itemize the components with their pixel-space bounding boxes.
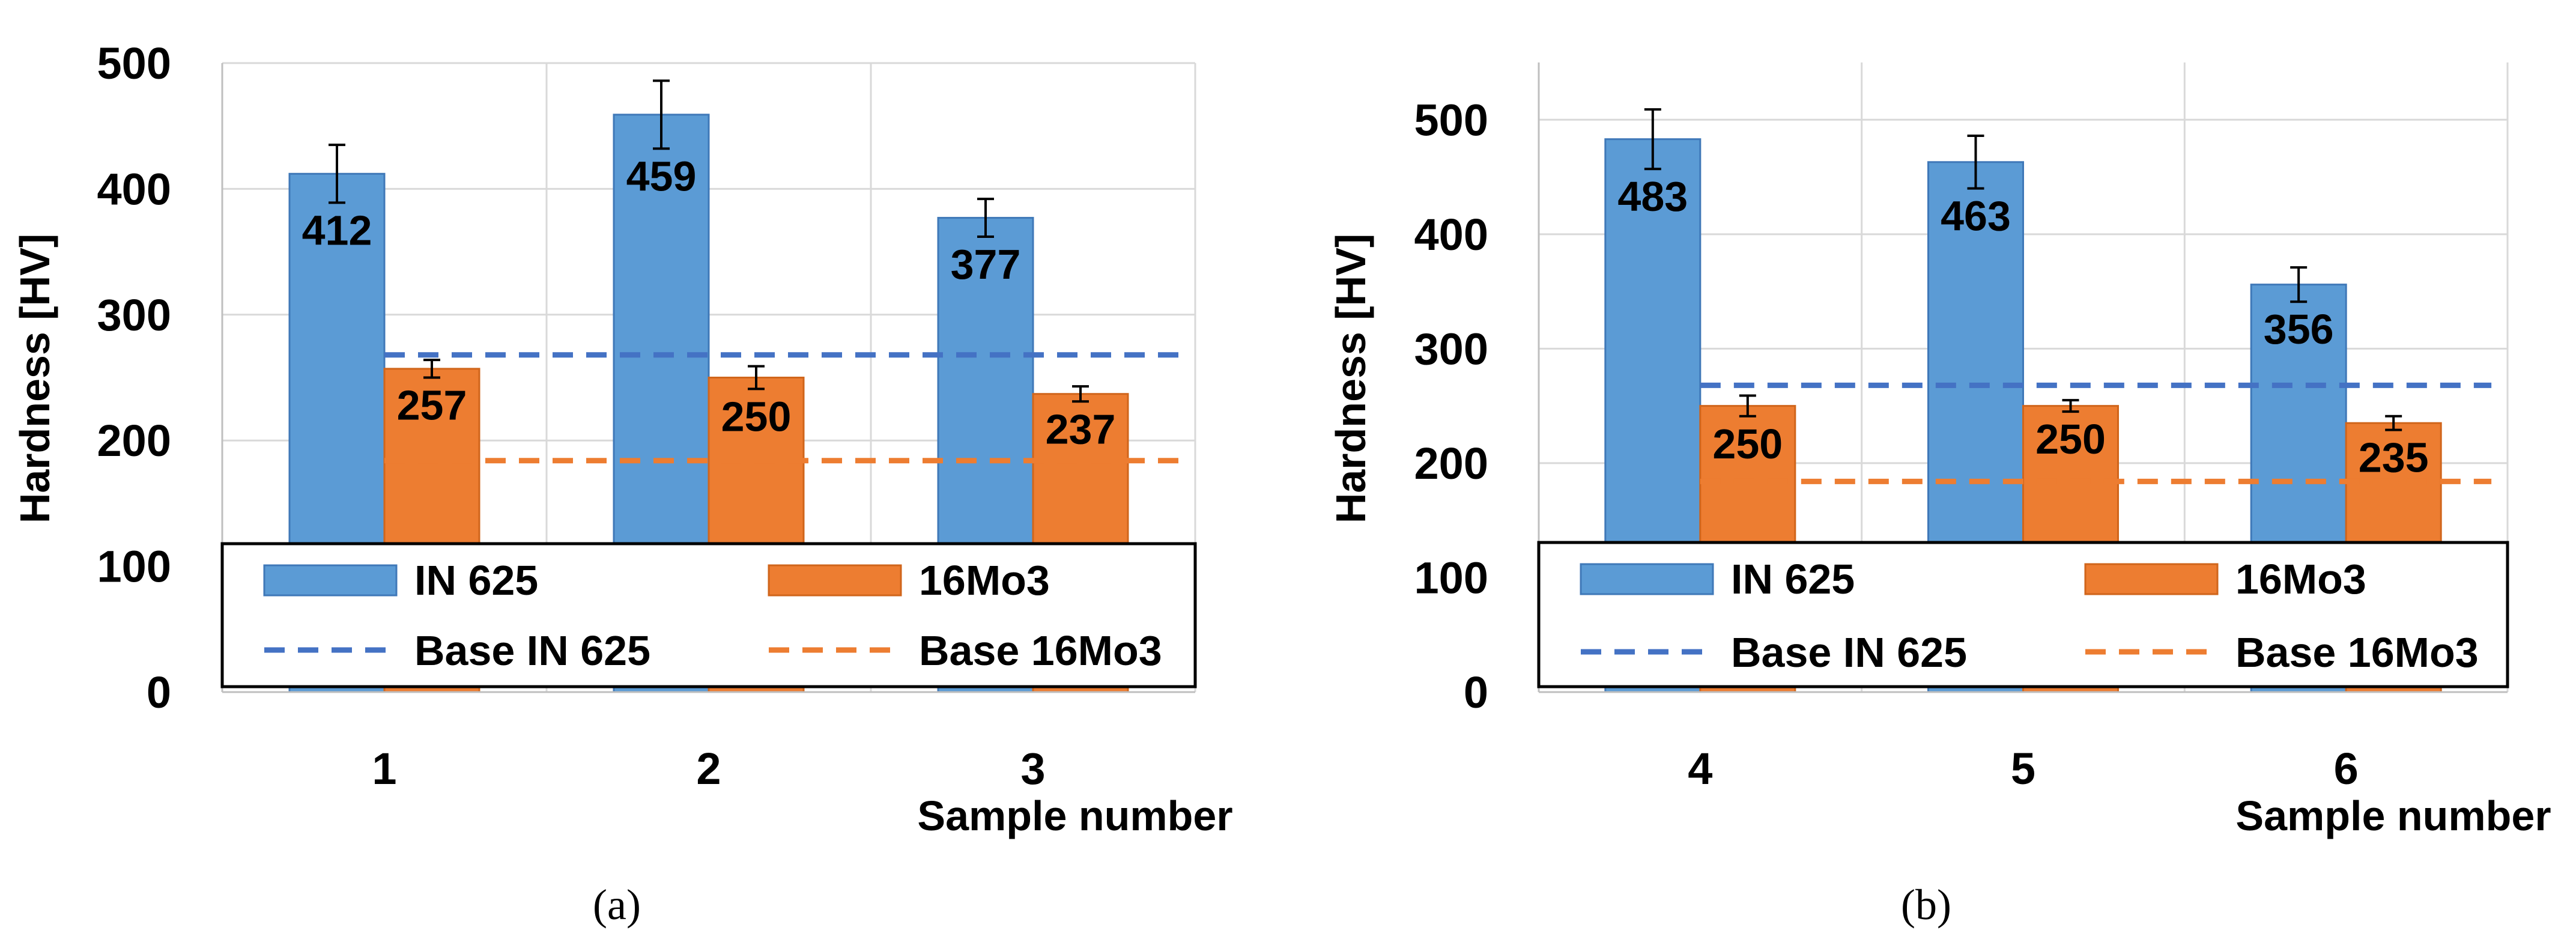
data-label: 237 (1046, 406, 1116, 452)
x-axis-title: Sample number (2235, 792, 2551, 839)
y-tick-label: 500 (1414, 95, 1488, 145)
data-label: 235 (2359, 434, 2429, 481)
x-tick-label: 2 (696, 744, 721, 794)
legend: IN 625 16Mo3 Base IN 625 Base 16Mo3 (1537, 541, 2509, 688)
y-axis-title: Hardness [HV] (1327, 234, 1374, 523)
y-tick-label: 500 (97, 38, 171, 88)
y-tick-label: 0 (1464, 667, 1488, 717)
chart-b: 0 100 200 300 400 500 483 250 4 463 250 5 356 235 6 IN … (1327, 62, 2551, 929)
x-tick-label: 6 (2334, 744, 2359, 794)
panel-caption: (b) (1901, 881, 1951, 929)
data-label: 459 (626, 153, 697, 199)
data-label: 257 (397, 382, 467, 429)
y-axis-title: Hardness [HV] (11, 234, 58, 523)
y-tick-label: 200 (97, 416, 171, 466)
data-label: 412 (302, 207, 372, 254)
data-label: 356 (2264, 306, 2334, 353)
data-label: 377 (951, 241, 1021, 288)
data-label: 250 (721, 393, 792, 440)
data-label: 250 (2035, 416, 2106, 463)
y-tick-label: 200 (1414, 439, 1488, 488)
y-tick-label: 300 (1414, 324, 1488, 374)
y-tick-label: 300 (97, 290, 171, 340)
legend-swatch (1580, 563, 1714, 595)
y-tick-label: 400 (1414, 210, 1488, 260)
chart-a: 0 100 200 300 400 500 412 257 1 459 250 2 377 237 3 IN … (11, 38, 1233, 929)
x-axis-title: Sample number (917, 792, 1232, 839)
y-tick-label: 0 (147, 667, 171, 717)
x-tick-label: 5 (2011, 744, 2035, 794)
data-label: 483 (1617, 173, 1688, 220)
data-label: 250 (1712, 421, 1783, 467)
legend-swatch (2084, 563, 2219, 595)
data-label: 463 (1941, 193, 2011, 240)
legend-label: 16Mo3 (2235, 556, 2366, 603)
legend-label: Base IN 625 (414, 627, 650, 674)
legend-label: IN 625 (414, 557, 538, 604)
legend-label: Base 16Mo3 (919, 627, 1162, 674)
legend-label: 16Mo3 (919, 557, 1050, 604)
y-tick-label: 100 (1414, 553, 1488, 603)
y-tick-label: 400 (97, 164, 171, 214)
legend-swatch (263, 564, 398, 597)
legend: IN 625 16Mo3 Base IN 625 Base 16Mo3 (220, 542, 1197, 688)
x-tick-label: 3 (1020, 744, 1045, 794)
panel-caption: (a) (593, 881, 641, 929)
legend-label: IN 625 (1731, 556, 1855, 603)
y-tick-label: 100 (97, 542, 171, 592)
legend-swatch (768, 564, 902, 597)
x-tick-label: 1 (372, 744, 396, 794)
x-tick-label: 4 (1688, 744, 1712, 794)
legend-label: Base 16Mo3 (2235, 629, 2479, 676)
legend-label: Base IN 625 (1731, 629, 1967, 676)
